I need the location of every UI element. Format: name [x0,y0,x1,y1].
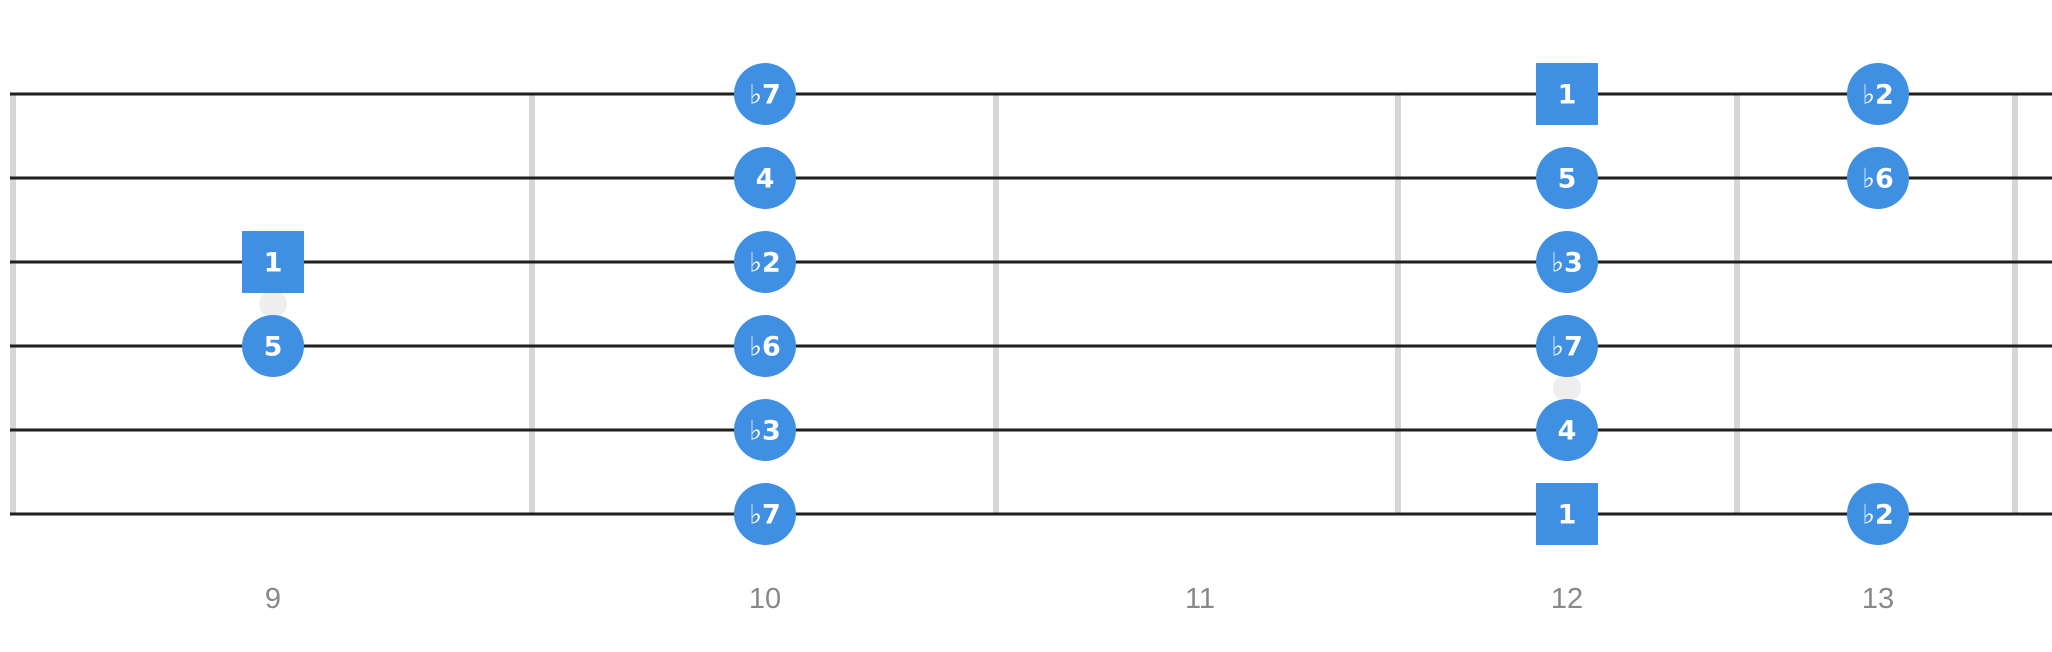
note-circle [1847,147,1909,209]
fret-number-labels: 9 10 11 12 13 [265,583,1894,615]
note-label: ♭7 [749,500,781,531]
note-circle [1536,147,1598,209]
note-marker: ♭6 [734,315,796,377]
note-marker: ♭7 [734,63,796,125]
note-circle [1847,63,1909,125]
inlay-dot [259,290,287,318]
note-marker: 5 [1536,147,1598,209]
note-label: 1 [264,248,283,279]
fret-number-label: 9 [265,583,281,615]
fret-number-label: 11 [1185,583,1215,615]
note-circle [734,483,796,545]
note-circle [1536,231,1598,293]
note-circle [1536,315,1598,377]
note-circle [242,315,304,377]
note-label: ♭7 [749,80,781,111]
note-marker: 4 [734,147,796,209]
note-marker: ♭7 [1536,315,1598,377]
note-label: ♭6 [1862,164,1894,195]
note-label: 4 [756,164,775,195]
note-marker: 5 [242,315,304,377]
note-label: ♭2 [1862,500,1894,531]
note-label: 5 [1558,164,1577,195]
note-marker: ♭7 [734,483,796,545]
root-note-square [1536,483,1598,545]
note-label: ♭6 [749,332,781,363]
note-marker: ♭6 [1847,147,1909,209]
inlay-markers [259,290,1581,402]
note-circle [734,315,796,377]
note-label: ♭7 [1551,332,1583,363]
inlay-dot [1553,374,1581,402]
string-lines [10,92,2052,516]
note-label: 1 [1558,80,1577,111]
note-label: 4 [1558,416,1577,447]
root-note-marker: 1 [1536,483,1598,545]
note-label: ♭2 [749,248,781,279]
note-marker: ♭2 [1847,483,1909,545]
note-label: 5 [264,332,283,363]
note-marker: ♭2 [1847,63,1909,125]
fret-lines [10,94,2018,514]
fret-number-label: 10 [749,583,781,615]
note-circle [734,231,796,293]
note-marker: 4 [1536,399,1598,461]
note-markers: ♭7 1 ♭2 4 5 ♭6 1 ♭2 ♭3 5 ♭6 ♭7 ♭3 4 ♭7 1 ♭2 [242,63,1909,545]
fret-number-label: 13 [1862,583,1894,615]
note-marker: ♭3 [734,399,796,461]
note-label: ♭2 [1862,80,1894,111]
note-marker: ♭2 [734,231,796,293]
note-label: ♭3 [749,416,781,447]
note-marker: ♭3 [1536,231,1598,293]
note-label: 1 [1558,500,1577,531]
root-note-square [242,231,304,293]
note-circle [734,63,796,125]
root-note-marker: 1 [242,231,304,293]
note-label: ♭3 [1551,248,1583,279]
note-circle [1536,399,1598,461]
root-note-marker: 1 [1536,63,1598,125]
note-circle [1847,483,1909,545]
root-note-square [1536,63,1598,125]
fret-number-label: 12 [1551,583,1583,615]
note-circle [734,399,796,461]
note-circle [734,147,796,209]
